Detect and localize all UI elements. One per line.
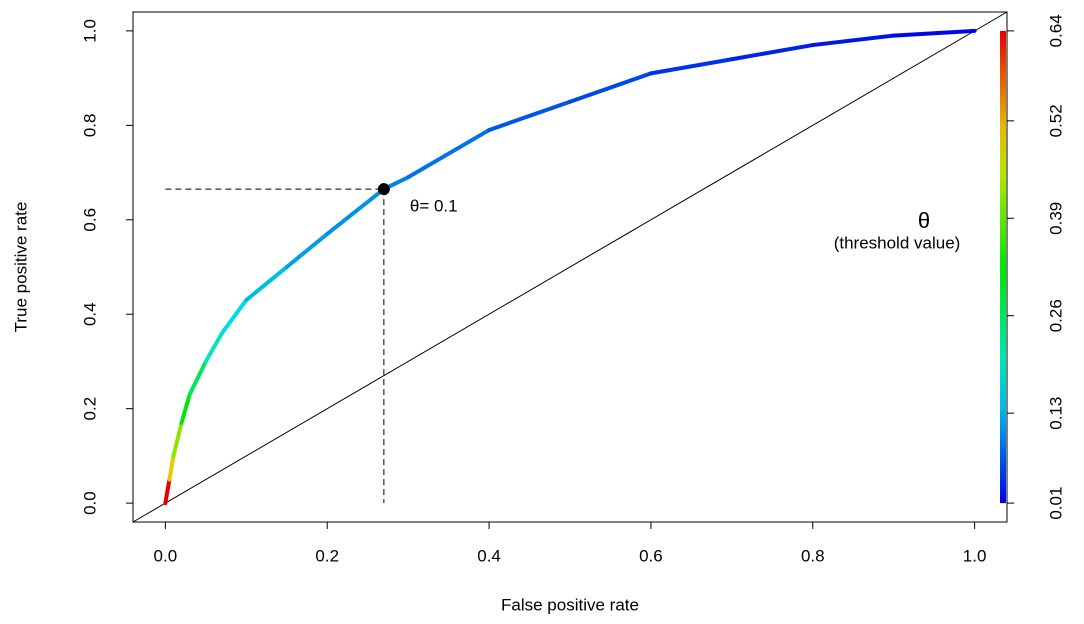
colorbar-tick-label: 0.01 [1046,487,1065,520]
roc-segment [244,265,289,303]
roc-segment [487,99,572,133]
roc-segment [163,477,172,506]
x-axis-label: False positive rate [501,595,639,614]
colorbar [1000,30,1006,504]
roc-segment [220,298,249,336]
roc-segment [729,43,815,62]
x-tick-label: 0.2 [315,546,339,565]
y-tick-label: 0.8 [80,114,99,138]
threshold-point [377,183,390,196]
roc-segment [284,231,330,269]
y-tick-label: 0.6 [80,208,99,232]
colorbar-title: θ [918,208,930,233]
x-tick-label: 0.6 [639,546,663,565]
colorbar-tick-label: 0.39 [1046,202,1065,235]
roc-segment [167,453,176,482]
y-tick-label: 0.4 [80,302,99,326]
roc-segment [325,187,386,236]
roc-segment [648,57,734,76]
roc-segment [203,331,225,364]
y-tick-label: 0.0 [80,491,99,515]
roc-segment [568,71,653,104]
x-tick-label: 0.8 [801,546,825,565]
colorbar-tick-label: 0.26 [1046,299,1065,332]
x-tick-label: 0.4 [477,546,501,565]
plot-box [132,11,1008,523]
point-label: θ= 0.1 [410,197,458,216]
roc-segment [406,128,492,180]
colorbar-subtitle: (threshold value) [834,233,961,252]
roc-segment [810,33,896,48]
roc-segment [187,359,208,397]
y-tick-label: 1.0 [80,19,99,43]
x-tick-label: 0.0 [154,546,178,565]
y-tick-label: 0.2 [80,397,99,421]
y-axis-label: True positive rate [11,202,30,333]
roc-segment [179,392,192,425]
colorbar-tick-label: 0.13 [1046,397,1065,430]
x-tick-label: 1.0 [963,546,987,565]
colorbar-tick-label: 0.64 [1046,14,1065,47]
diagonal-line [132,11,1008,523]
colorbar-tick-label: 0.52 [1046,104,1065,137]
roc-segment [171,420,184,458]
roc-segment [891,28,977,38]
